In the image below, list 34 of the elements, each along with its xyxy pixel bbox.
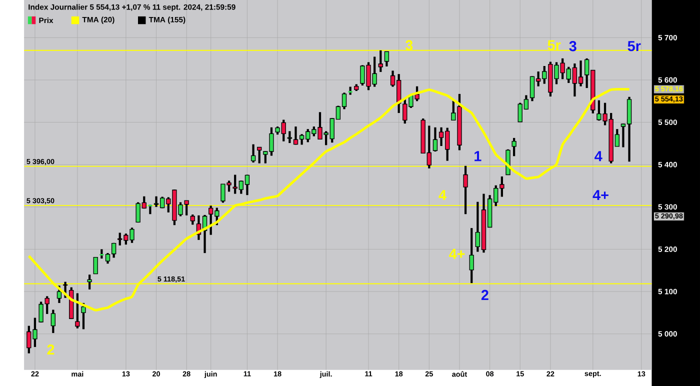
candlestick — [293, 125, 298, 146]
annotation: 1 — [474, 151, 482, 161]
candlestick — [512, 136, 516, 158]
annotation: 4+ — [449, 248, 465, 259]
annotation: 2 — [47, 344, 54, 354]
annotation: 5r — [628, 40, 641, 52]
candlestick — [250, 143, 256, 164]
candlestick — [75, 292, 80, 330]
candlestick — [463, 164, 468, 216]
candlestick — [111, 242, 116, 259]
candlestick — [190, 213, 195, 226]
candlestick — [432, 126, 438, 152]
annotation: 3 — [405, 40, 413, 50]
candlestick — [257, 146, 262, 164]
candlestick — [469, 226, 474, 284]
candlestick — [105, 252, 110, 265]
candlestick — [87, 273, 92, 290]
annotation: 4 — [594, 151, 602, 161]
candlestick — [93, 256, 98, 274]
annotation: 3 — [569, 40, 576, 52]
candlestick — [62, 280, 68, 299]
annotation: 4 — [438, 190, 446, 200]
candlestick — [38, 300, 44, 324]
candlestick — [287, 130, 292, 144]
candlestick — [44, 295, 50, 315]
candlestick — [378, 49, 383, 73]
annotation: 4+ — [592, 190, 608, 200]
candlestick — [184, 199, 189, 216]
candlestick — [81, 302, 86, 330]
candlestick — [384, 50, 390, 68]
annotation: 2 — [481, 290, 488, 300]
candlestick — [56, 284, 62, 304]
candlestick — [50, 308, 56, 334]
annotation: 5r — [548, 40, 561, 50]
